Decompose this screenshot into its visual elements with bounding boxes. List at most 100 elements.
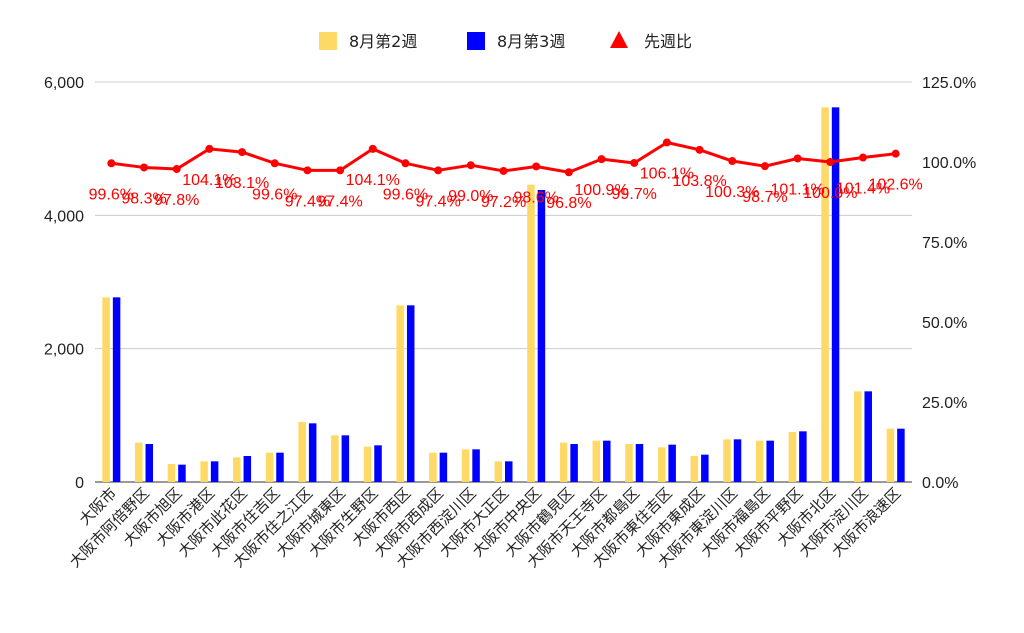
bar-series-2[interactable] bbox=[570, 444, 578, 482]
legend-triangle-icon bbox=[610, 31, 628, 48]
line-point[interactable] bbox=[826, 158, 835, 166]
bar-series-2[interactable] bbox=[603, 440, 611, 482]
legend-item-series-1[interactable]: 8月第2週 bbox=[319, 32, 417, 51]
line-point[interactable] bbox=[270, 159, 279, 168]
legend-item-series-2[interactable]: 8月第3週 bbox=[467, 32, 565, 51]
line-data-label: 99.6% bbox=[252, 186, 297, 203]
left-tick-label: 6,000 bbox=[44, 75, 84, 92]
bar-series-2[interactable] bbox=[374, 445, 382, 482]
bar-series-1[interactable] bbox=[298, 422, 306, 482]
legend-label-series-1: 8月第2週 bbox=[349, 32, 417, 51]
bar-series-1[interactable] bbox=[723, 439, 731, 482]
line-point[interactable] bbox=[238, 148, 247, 157]
line-data-label: 100.9% bbox=[574, 182, 628, 199]
bar-series-2[interactable] bbox=[864, 391, 872, 482]
bar-series-2[interactable] bbox=[341, 435, 350, 482]
bar-series-2[interactable] bbox=[701, 454, 709, 482]
legend-label-series-3: 先週比 bbox=[644, 32, 692, 51]
line-point[interactable] bbox=[172, 165, 181, 174]
bar-series-2[interactable] bbox=[799, 431, 807, 482]
line-point[interactable] bbox=[662, 138, 671, 147]
left-tick-label: 0 bbox=[75, 475, 84, 492]
line-data-label: 98.6% bbox=[513, 189, 558, 206]
line-data-label: 101.4% bbox=[836, 181, 890, 198]
left-tick-label: 4,000 bbox=[44, 208, 84, 225]
bar-series-1[interactable] bbox=[592, 440, 601, 482]
line-point[interactable] bbox=[434, 166, 443, 175]
gridlines bbox=[95, 81, 912, 483]
line-point[interactable] bbox=[499, 166, 508, 175]
bar-series-1[interactable] bbox=[167, 464, 176, 482]
bar-series-1[interactable] bbox=[200, 461, 208, 482]
bar-series-2[interactable] bbox=[897, 428, 905, 482]
line-point[interactable] bbox=[728, 157, 737, 166]
bar-series-1[interactable] bbox=[821, 107, 829, 482]
line-point[interactable] bbox=[858, 153, 867, 162]
bar-series-1[interactable] bbox=[690, 456, 699, 482]
bar-series-1[interactable] bbox=[625, 444, 633, 482]
bar-series-2[interactable] bbox=[505, 461, 513, 482]
line-point[interactable] bbox=[336, 166, 345, 175]
line-point[interactable] bbox=[466, 161, 475, 170]
bar-series-2[interactable] bbox=[472, 449, 480, 482]
bar-series-2[interactable] bbox=[831, 107, 840, 482]
line-data-label: 101.1% bbox=[770, 181, 824, 198]
legend-item-series-3[interactable]: 先週比 bbox=[610, 31, 692, 51]
bar-series-2[interactable] bbox=[668, 444, 676, 482]
bar-series-1[interactable] bbox=[363, 446, 372, 482]
bar-series bbox=[102, 107, 905, 482]
bar-series-2[interactable] bbox=[766, 440, 774, 482]
bar-series-1[interactable] bbox=[853, 391, 862, 482]
line-data-label: 97.4% bbox=[317, 193, 362, 210]
line-point[interactable] bbox=[532, 162, 541, 171]
line-point[interactable] bbox=[140, 163, 149, 172]
bar-series-1[interactable] bbox=[494, 461, 503, 482]
line-data-label: 104.1% bbox=[182, 172, 236, 189]
line-point[interactable] bbox=[793, 154, 802, 163]
line-data-label: 99.0% bbox=[448, 188, 493, 205]
line-point[interactable] bbox=[107, 159, 116, 168]
bar-series-1[interactable] bbox=[233, 457, 241, 482]
bar-series-2[interactable] bbox=[112, 297, 121, 482]
line-data-label: 97.4% bbox=[285, 193, 330, 210]
bar-series-1[interactable] bbox=[265, 452, 274, 482]
bar-series-1[interactable] bbox=[657, 447, 666, 482]
bar-series-2[interactable] bbox=[733, 439, 742, 482]
line-series bbox=[107, 138, 900, 177]
right-tick-label: 50.0% bbox=[922, 315, 967, 332]
bar-series-2[interactable] bbox=[243, 456, 252, 482]
bar-series-1[interactable] bbox=[429, 452, 437, 482]
bar-series-1[interactable] bbox=[102, 297, 110, 482]
bar-series-1[interactable] bbox=[331, 435, 339, 482]
bar-series-2[interactable] bbox=[276, 452, 284, 482]
bar-series-1[interactable] bbox=[135, 442, 143, 482]
bar-series-2[interactable] bbox=[308, 423, 317, 482]
line-point[interactable] bbox=[630, 158, 639, 167]
bar-series-2[interactable] bbox=[178, 464, 186, 482]
bar-series-1[interactable] bbox=[886, 428, 895, 482]
line-point[interactable] bbox=[564, 168, 573, 177]
bar-series-2[interactable] bbox=[406, 305, 415, 482]
bar-series-1[interactable] bbox=[461, 449, 470, 482]
bar-series-2[interactable] bbox=[635, 444, 644, 482]
line-point[interactable] bbox=[368, 144, 377, 153]
bar-series-2[interactable] bbox=[439, 452, 448, 482]
line-point[interactable] bbox=[401, 159, 410, 168]
bar-series-1[interactable] bbox=[755, 440, 764, 482]
bar-series-2[interactable] bbox=[145, 444, 154, 482]
line-point[interactable] bbox=[760, 162, 769, 171]
right-axis: 0.0% 25.0% 50.0% 75.0% 100.0% 125.0% bbox=[922, 75, 976, 492]
bar-series-1[interactable] bbox=[396, 305, 404, 482]
bar-series-2[interactable] bbox=[537, 190, 546, 482]
bar-series-2[interactable] bbox=[210, 461, 219, 482]
line-point[interactable] bbox=[597, 155, 606, 164]
line-point[interactable] bbox=[695, 145, 704, 154]
bar-series-1[interactable] bbox=[559, 442, 568, 482]
line-data-label: 104.1% bbox=[346, 172, 400, 189]
line-point[interactable] bbox=[205, 144, 214, 153]
bar-series-1[interactable] bbox=[527, 184, 535, 482]
line-point[interactable] bbox=[891, 149, 900, 158]
line-point[interactable] bbox=[303, 166, 312, 175]
bar-series-1[interactable] bbox=[788, 432, 797, 482]
